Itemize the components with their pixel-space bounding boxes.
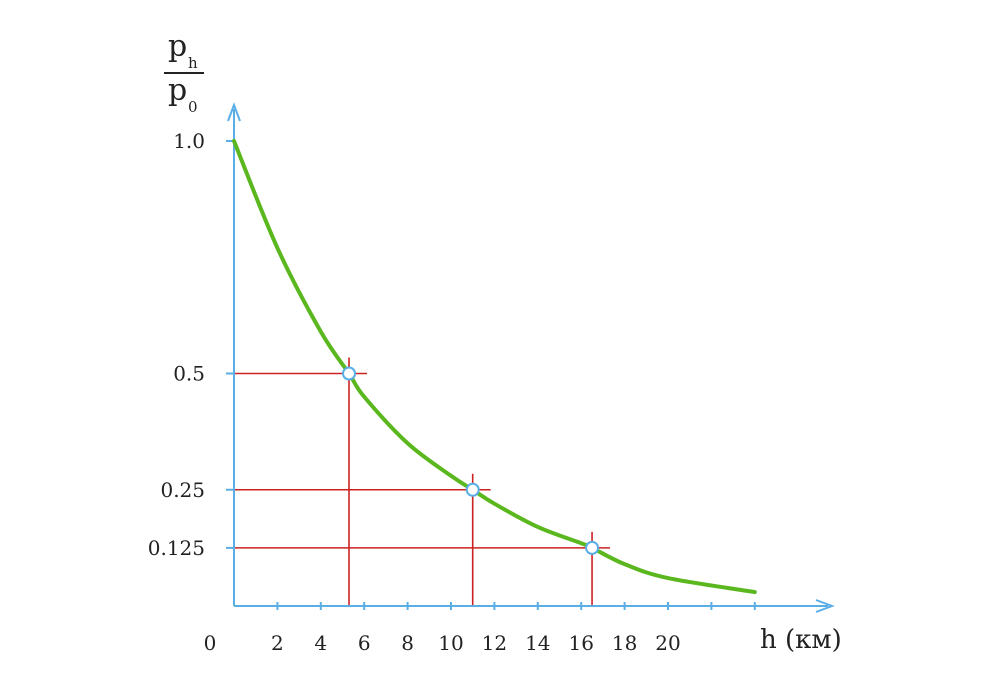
y-tick-labels: 1.0 0.5 0.25 0.125 [148,129,205,560]
data-point [585,540,600,555]
x-tick-labels: 0 2 4 6 8 10 12 14 16 18 20 [204,631,681,655]
x-tick-label: 0 [204,631,217,655]
x-tick-label: 16 [568,631,593,655]
x-axis-arrow [815,599,835,613]
y-tick-label: 1.0 [173,129,205,153]
x-tick-label: 2 [271,631,284,655]
y-label-numerator: p [168,29,187,64]
y-tick-label: 0.125 [148,536,205,560]
x-tick-label: 6 [358,631,371,655]
curve-layer [232,139,757,595]
x-tick-label: 12 [482,631,507,655]
data-point [465,482,480,497]
marked-points [342,366,600,555]
x-tick-label: 4 [314,631,327,655]
x-tick-label: 18 [612,631,637,655]
x-axis-label: h (км) [760,625,842,655]
y-axis-label: p h p 0 [164,29,204,116]
y-axis-arrow [227,102,241,122]
x-tick-label: 8 [401,631,414,655]
data-point [342,366,357,381]
y-label-denominator: p [168,73,187,108]
guide-lines [234,357,611,606]
y-label-numerator-sub: h [188,54,198,72]
axes [226,102,835,613]
pressure-curve [232,139,757,595]
y-label-denominator-sub: 0 [188,98,198,116]
y-tick-label: 0.5 [173,362,205,386]
x-tick-label: 10 [438,631,463,655]
x-tick-label: 20 [655,631,680,655]
x-tick-label: 14 [525,631,550,655]
y-tick-label: 0.25 [160,478,205,502]
